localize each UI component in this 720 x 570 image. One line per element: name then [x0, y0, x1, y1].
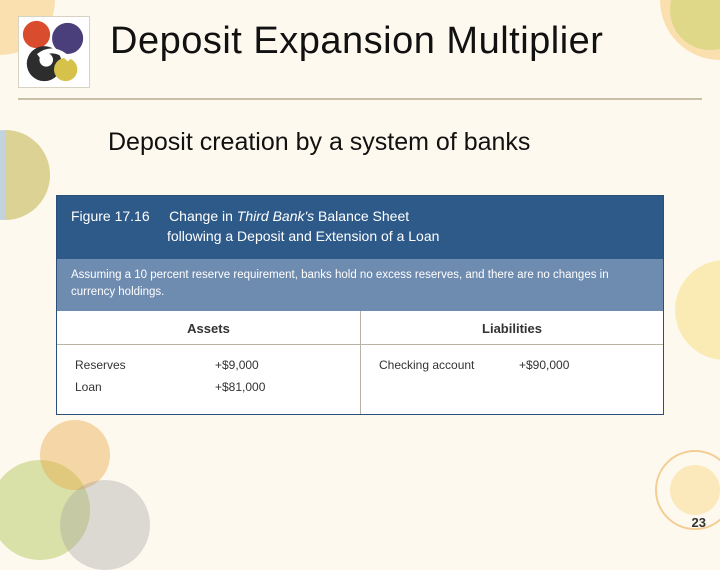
slide-subtitle: Deposit creation by a system of banks [108, 128, 530, 157]
liability-label: Checking account [379, 355, 519, 377]
deco-circle [670, 465, 720, 515]
title-rule [18, 98, 702, 100]
figure-table: Assets Reserves +$9,000 Loan +$81,000 Li… [57, 311, 663, 414]
assets-header: Assets [57, 311, 360, 345]
figure-caption-l2: following a Deposit and Extension of a L… [71, 226, 649, 246]
liabilities-rows: Checking account +$90,000 [361, 345, 663, 393]
slide-title: Deposit Expansion Multiplier [110, 20, 603, 63]
liability-value: +$90,000 [519, 355, 599, 377]
assets-column: Assets Reserves +$9,000 Loan +$81,000 [57, 311, 360, 414]
figure-header: Figure 17.16 Change in Third Bank's Bala… [57, 196, 663, 259]
liabilities-column: Liabilities Checking account +$90,000 [360, 311, 663, 414]
liabilities-header: Liabilities [361, 311, 663, 345]
table-row: Checking account +$90,000 [379, 355, 645, 377]
page-number: 23 [692, 515, 706, 530]
asset-value: +$81,000 [215, 377, 295, 399]
asset-value: +$9,000 [215, 355, 295, 377]
table-row: Reserves +$9,000 [75, 355, 342, 377]
figure-id: Figure 17.16 [71, 208, 150, 224]
figure-caption-l1b: Balance Sheet [318, 208, 409, 224]
figure-caption-l1a: Change in [169, 208, 233, 224]
deco-circle [0, 130, 50, 220]
deco-circle [60, 480, 150, 570]
figure-assumption: Assuming a 10 percent reserve requiremen… [57, 259, 663, 312]
table-row: Loan +$81,000 [75, 377, 342, 399]
figure-caption-em: Third Bank's [237, 208, 314, 224]
assets-rows: Reserves +$9,000 Loan +$81,000 [57, 345, 360, 414]
asset-label: Loan [75, 377, 215, 399]
slide-logo-icon [18, 16, 90, 88]
asset-label: Reserves [75, 355, 215, 377]
deco-circle [675, 260, 720, 360]
figure-box: Figure 17.16 Change in Third Bank's Bala… [56, 195, 664, 415]
